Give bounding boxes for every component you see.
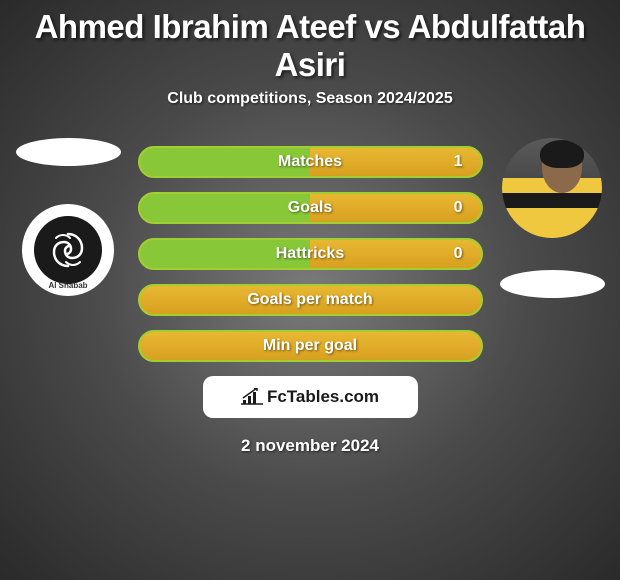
- left-player-column: Al Shabab: [8, 138, 128, 296]
- stat-bar-matches: Matches 1: [138, 146, 483, 178]
- stat-label: Goals: [288, 199, 332, 217]
- generation-date: 2 november 2024: [0, 436, 620, 456]
- comparison-content: Al Shabab Matches 1 Goals 0 Hattricks 0 …: [0, 138, 620, 456]
- stat-value: 0: [454, 199, 463, 217]
- chart-icon: [241, 388, 263, 406]
- left-club-name: Al Shabab: [48, 281, 87, 290]
- stat-bar-goals-per-match: Goals per match: [138, 284, 483, 316]
- stat-label: Matches: [278, 153, 342, 171]
- stat-value: 0: [454, 245, 463, 263]
- stat-bar-hattricks: Hattricks 0: [138, 238, 483, 270]
- stat-label: Hattricks: [276, 245, 344, 263]
- right-club-badge-placeholder: [500, 270, 605, 298]
- right-player-column: [492, 138, 612, 298]
- stat-bars: Matches 1 Goals 0 Hattricks 0 Goals per …: [138, 138, 483, 362]
- club-badge-inner: [34, 216, 102, 284]
- left-player-avatar-placeholder: [16, 138, 121, 166]
- stat-label: Min per goal: [263, 337, 357, 355]
- stat-value: 1: [454, 153, 463, 171]
- right-player-avatar: [502, 138, 602, 238]
- left-club-badge: Al Shabab: [22, 204, 114, 296]
- stat-bar-goals: Goals 0: [138, 192, 483, 224]
- comparison-title: Ahmed Ibrahim Ateef vs Abdulfattah Asiri: [0, 0, 620, 84]
- stat-bar-min-per-goal: Min per goal: [138, 330, 483, 362]
- watermark-text: FcTables.com: [267, 387, 379, 407]
- comparison-subtitle: Club competitions, Season 2024/2025: [0, 90, 620, 108]
- watermark-badge: FcTables.com: [203, 376, 418, 418]
- stat-label: Goals per match: [247, 291, 372, 309]
- club-swirl-icon: [46, 228, 90, 272]
